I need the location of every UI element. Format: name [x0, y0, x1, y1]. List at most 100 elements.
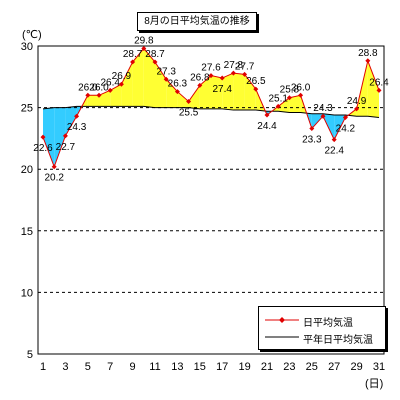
- data-point-day-29: [354, 106, 360, 112]
- data-label-day-27: 22.4: [324, 146, 344, 157]
- data-label-day-13: 26.3: [168, 79, 188, 90]
- data-label-day-3: 22.7: [56, 142, 76, 153]
- data-point-day-1: [40, 134, 46, 140]
- data-label-day-10: 29.8: [134, 35, 154, 46]
- data-point-day-22: [275, 103, 281, 109]
- y-tick-25: 25: [21, 103, 33, 115]
- data-label-day-25: 23.3: [302, 135, 322, 146]
- data-point-day-19: [242, 71, 248, 77]
- data-label-day-2: 20.2: [44, 173, 64, 184]
- data-label-day-29: 24.9: [347, 96, 367, 107]
- x-tick-3: 3: [62, 361, 68, 373]
- data-label-day-6: 26.0: [89, 82, 109, 93]
- data-point-day-10: [141, 45, 147, 51]
- x-tick-19: 19: [238, 361, 250, 373]
- fill-above-normal: [244, 74, 256, 111]
- fill-above-normal: [278, 97, 290, 113]
- data-label-day-1: 22.6: [33, 143, 53, 154]
- plot-area: [37, 45, 385, 355]
- data-label-day-20: 26.5: [246, 76, 266, 87]
- data-label-day-18: 27.8: [224, 60, 244, 71]
- x-tick-5: 5: [85, 361, 91, 373]
- data-point-day-2: [51, 164, 57, 170]
- fill-below-normal: [65, 106, 77, 136]
- data-labels: 22.620.222.724.326.026.026.426.928.729.8…: [33, 35, 389, 183]
- data-label-day-23: 25.8: [280, 85, 300, 96]
- gridlines: [38, 107, 384, 293]
- legend-item-normal: 平年日平均気温: [259, 329, 385, 346]
- fill-below-normal: [54, 107, 66, 167]
- data-label-day-15: 26.8: [190, 72, 210, 83]
- fill-above-normal: [166, 79, 178, 108]
- data-label-day-14: 25.5: [179, 107, 199, 118]
- data-label-day-21: 24.4: [257, 121, 277, 132]
- data-point-day-24: [298, 92, 304, 98]
- x-tick-25: 25: [306, 361, 318, 373]
- legend-item-daily: 日平均気温: [259, 312, 385, 329]
- data-point-day-11: [152, 59, 158, 65]
- y-tick-30: 30: [21, 41, 33, 53]
- data-point-day-13: [174, 89, 180, 95]
- x-tick-27: 27: [328, 361, 340, 373]
- data-label-day-4: 24.3: [67, 122, 87, 133]
- data-label-day-31: 26.4: [369, 77, 389, 88]
- data-point-day-31: [376, 87, 382, 93]
- data-point-day-8: [118, 81, 124, 87]
- legend-normal-label: 平年日平均気温: [303, 335, 373, 346]
- fill-above-normal: [121, 62, 133, 107]
- x-axis-unit: (日): [365, 378, 384, 390]
- y-tick-10: 10: [21, 287, 33, 299]
- data-point-day-7: [107, 87, 113, 93]
- fill-above-normal: [132, 48, 144, 107]
- x-tick-labels: 1 3 5 7 9 11 13 15 17 19 21 23 25 27 29 31: [40, 361, 385, 373]
- y-tick-5: 5: [27, 349, 33, 361]
- data-point-day-27: [331, 137, 337, 143]
- data-label-day-12: 27.3: [156, 66, 176, 77]
- fill-above-normal: [143, 48, 155, 108]
- fill-above-normal: [222, 73, 234, 111]
- data-point-day-15: [197, 82, 203, 88]
- x-tick-17: 17: [216, 361, 228, 373]
- y-tick-20: 20: [21, 164, 33, 176]
- y-tick-labels: 5 10 15 20 25 30: [21, 41, 33, 361]
- fill-above-normal: [199, 75, 211, 109]
- x-tick-29: 29: [350, 361, 362, 373]
- y-tick-15: 15: [21, 226, 33, 238]
- data-label-day-19: 27.7: [235, 61, 255, 72]
- data-label-day-7: 26.4: [100, 77, 120, 88]
- fill-above-normal: [188, 85, 200, 109]
- x-tick-9: 9: [130, 361, 136, 373]
- x-tick-1: 1: [40, 361, 46, 373]
- data-point-day-14: [186, 98, 192, 104]
- x-tick-31: 31: [373, 361, 385, 373]
- data-point-day-5: [85, 92, 91, 98]
- data-point-day-4: [74, 113, 80, 119]
- fill-above-normal: [177, 91, 189, 108]
- legend-daily-swatch: [265, 317, 299, 323]
- fill-areas: [43, 48, 379, 167]
- data-label-day-16: 27.6: [201, 63, 221, 74]
- fill-above-normal: [211, 75, 223, 109]
- fill-above-normal: [155, 62, 167, 108]
- x-tick-23: 23: [283, 361, 295, 373]
- data-label-day-26: 24.3: [313, 103, 333, 114]
- data-label-day-17: 27.4: [212, 84, 232, 95]
- x-tick-7: 7: [107, 361, 113, 373]
- data-point-day-30: [365, 58, 371, 64]
- data-label-day-22: 25.1: [268, 93, 288, 104]
- fill-above-normal: [87, 95, 99, 107]
- data-point-day-17: [219, 75, 225, 81]
- data-point-day-20: [253, 86, 259, 92]
- data-label-day-5: 26.0: [78, 82, 98, 93]
- data-point-day-26: [320, 113, 326, 119]
- data-point-day-12: [163, 76, 169, 82]
- y-axis-unit: (℃): [22, 29, 42, 41]
- fill-below-normal: [43, 107, 55, 167]
- chart-title: 8月の日平均気温の推移: [137, 12, 257, 31]
- data-point-day-9: [130, 59, 136, 65]
- data-label-day-11: 28.7: [145, 49, 165, 60]
- data-label-day-24: 26.0: [291, 82, 311, 93]
- data-point-day-25: [309, 126, 315, 132]
- fill-above-normal: [367, 60, 379, 118]
